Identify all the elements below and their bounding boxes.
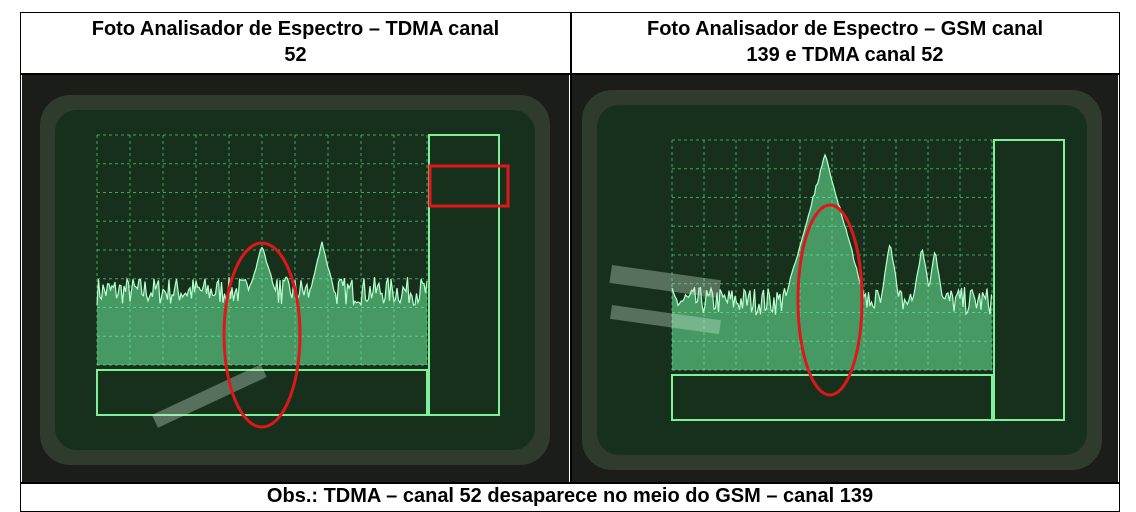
row-divider — [20, 482, 1120, 484]
row-divider — [20, 73, 1120, 75]
header-cell: Foto Analisador de Espectro – TDMA canal… — [22, 16, 569, 72]
spectrum-fill — [97, 241, 427, 365]
highlight-ellipse — [222, 241, 302, 429]
header-line: Foto Analisador de Espectro – GSM canal — [646, 18, 1043, 40]
glare — [610, 304, 721, 335]
glare — [609, 265, 721, 299]
side-panel — [428, 134, 500, 416]
glare — [151, 364, 267, 428]
spectrum-trace — [671, 153, 993, 316]
header-line: 139 e TDMA canal 52 — [746, 44, 944, 66]
header-cell: Foto Analisador de Espectro – GSM canal … — [572, 16, 1118, 72]
photo-right — [572, 75, 1118, 482]
spectrum-fill — [672, 154, 992, 370]
header-line: Foto Analisador de Espectro – TDMA canal — [91, 18, 500, 40]
soft-key-bar — [671, 374, 993, 421]
photo-left — [22, 75, 569, 482]
highlight-ellipse — [796, 203, 864, 397]
side-panel — [993, 139, 1065, 421]
spectrum-trace — [96, 241, 428, 307]
column-divider — [570, 12, 572, 482]
soft-key-bar — [96, 369, 428, 416]
header-line: 52 — [284, 44, 307, 66]
footer-note: Obs.: TDMA – canal 52 desaparece no meio… — [266, 485, 874, 507]
highlight-box — [428, 164, 510, 208]
